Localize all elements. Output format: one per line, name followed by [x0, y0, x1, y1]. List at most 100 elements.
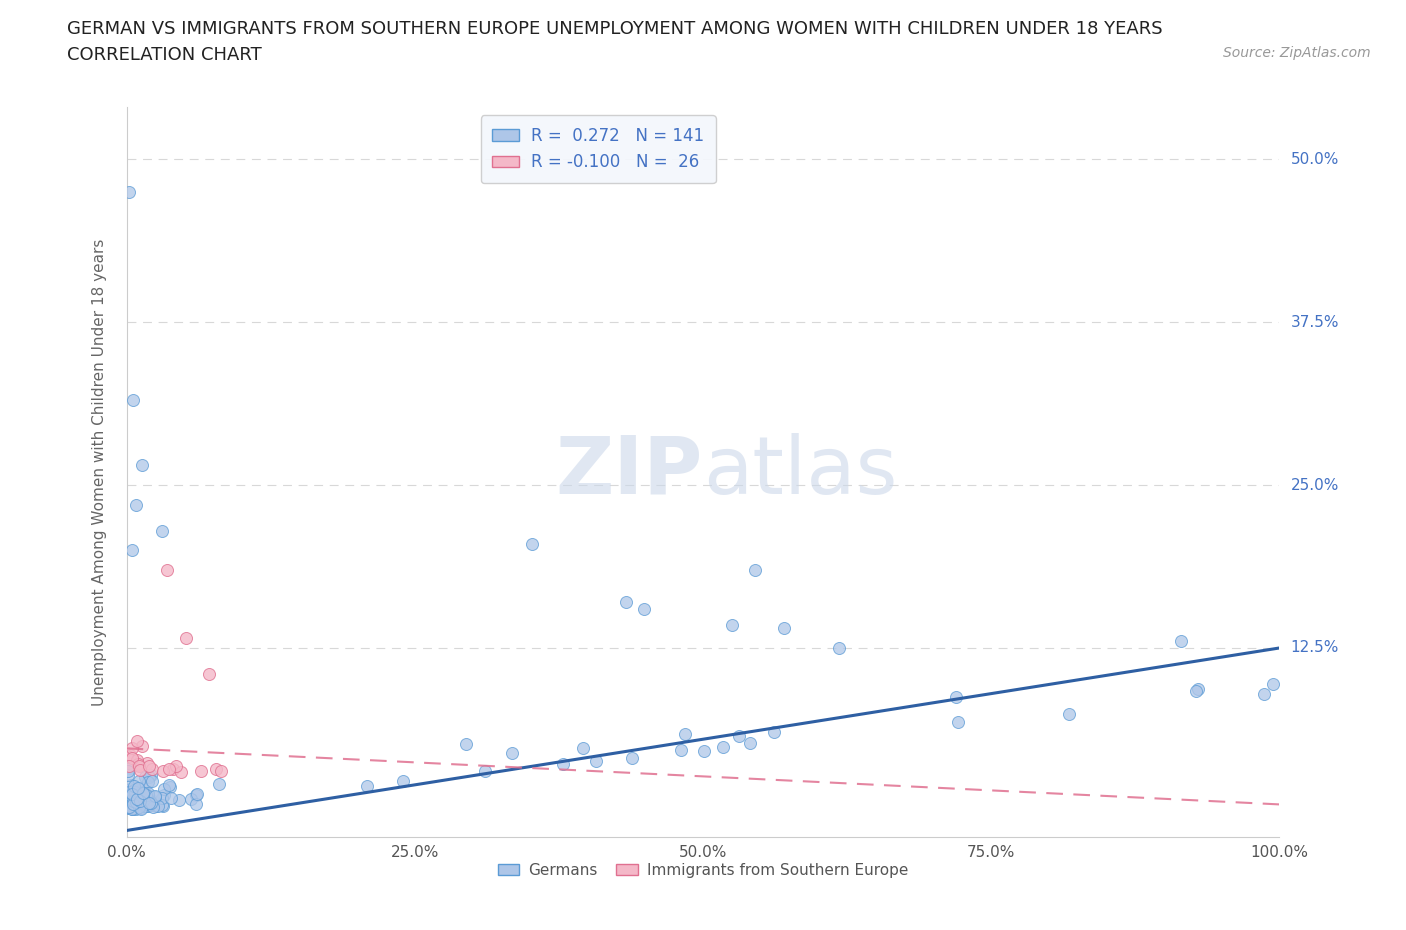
Point — [122, 392, 145, 407]
Point — [501, 745, 523, 760]
Point — [157, 777, 180, 792]
Point — [134, 796, 156, 811]
Point — [124, 796, 146, 811]
Point — [128, 763, 150, 777]
Point — [132, 785, 155, 800]
Point — [141, 774, 163, 789]
Point — [138, 786, 160, 801]
Point — [128, 788, 150, 803]
Point — [157, 762, 180, 777]
Point — [124, 783, 146, 798]
Point — [118, 748, 141, 763]
Point — [143, 790, 166, 804]
Point — [138, 769, 160, 784]
Point — [190, 764, 212, 778]
Point — [127, 780, 149, 795]
Point — [121, 796, 143, 811]
Point — [125, 801, 148, 816]
Point — [620, 751, 643, 765]
Point — [125, 795, 148, 810]
Point — [828, 641, 851, 656]
Point — [134, 798, 156, 813]
Point — [152, 764, 174, 778]
Point — [138, 758, 160, 773]
Point — [124, 794, 146, 809]
Point — [456, 737, 478, 751]
Point — [141, 768, 163, 783]
Point — [128, 799, 150, 814]
Point — [174, 631, 197, 645]
Point — [127, 733, 149, 748]
Point — [1187, 682, 1209, 697]
Point — [142, 794, 165, 809]
Point — [152, 782, 174, 797]
Text: atlas: atlas — [703, 433, 897, 511]
Point — [744, 563, 766, 578]
Point — [186, 787, 208, 802]
Point — [162, 762, 184, 777]
Point — [208, 777, 231, 791]
Point — [121, 802, 143, 817]
Point — [135, 799, 157, 814]
Point — [128, 800, 150, 815]
Point — [136, 799, 159, 814]
Point — [128, 795, 150, 810]
Point — [122, 783, 145, 798]
Point — [131, 738, 153, 753]
Point — [120, 793, 142, 808]
Point — [138, 796, 160, 811]
Point — [125, 795, 148, 810]
Point — [614, 595, 637, 610]
Text: 25.0%: 25.0% — [1291, 477, 1339, 493]
Point — [205, 762, 228, 777]
Point — [121, 787, 143, 802]
Point — [143, 797, 166, 812]
Point — [167, 792, 190, 807]
Point — [136, 789, 159, 804]
Point — [117, 800, 139, 815]
Point — [1253, 687, 1275, 702]
Point — [136, 798, 159, 813]
Point — [121, 801, 143, 816]
Point — [1170, 634, 1192, 649]
Point — [131, 801, 153, 816]
Text: ZIP: ZIP — [555, 433, 703, 511]
Point — [131, 792, 153, 807]
Point — [135, 796, 157, 811]
Point — [118, 781, 141, 796]
Point — [118, 790, 141, 804]
Point — [572, 740, 595, 755]
Point — [152, 788, 174, 803]
Point — [135, 755, 157, 770]
Point — [948, 715, 970, 730]
Y-axis label: Unemployment Among Women with Children Under 18 years: Unemployment Among Women with Children U… — [93, 238, 107, 706]
Point — [117, 764, 139, 778]
Point — [134, 792, 156, 807]
Point — [127, 757, 149, 772]
Point — [120, 795, 142, 810]
Point — [134, 790, 156, 805]
Point — [186, 788, 208, 803]
Point — [150, 797, 173, 812]
Point — [121, 777, 143, 792]
Point — [121, 740, 143, 755]
Point — [136, 775, 159, 790]
Text: 50.0%: 50.0% — [1291, 152, 1339, 166]
Point — [136, 796, 159, 811]
Point — [135, 788, 157, 803]
Point — [156, 563, 179, 578]
Text: CORRELATION CHART: CORRELATION CHART — [67, 46, 263, 64]
Point — [356, 778, 378, 793]
Point — [138, 793, 160, 808]
Point — [692, 743, 714, 758]
Point — [132, 798, 155, 813]
Point — [131, 785, 153, 800]
Point — [132, 793, 155, 808]
Point — [128, 773, 150, 788]
Point — [136, 789, 159, 804]
Point — [128, 759, 150, 774]
Point — [115, 748, 138, 763]
Point — [671, 742, 693, 757]
Point — [392, 774, 415, 789]
Point — [711, 739, 734, 754]
